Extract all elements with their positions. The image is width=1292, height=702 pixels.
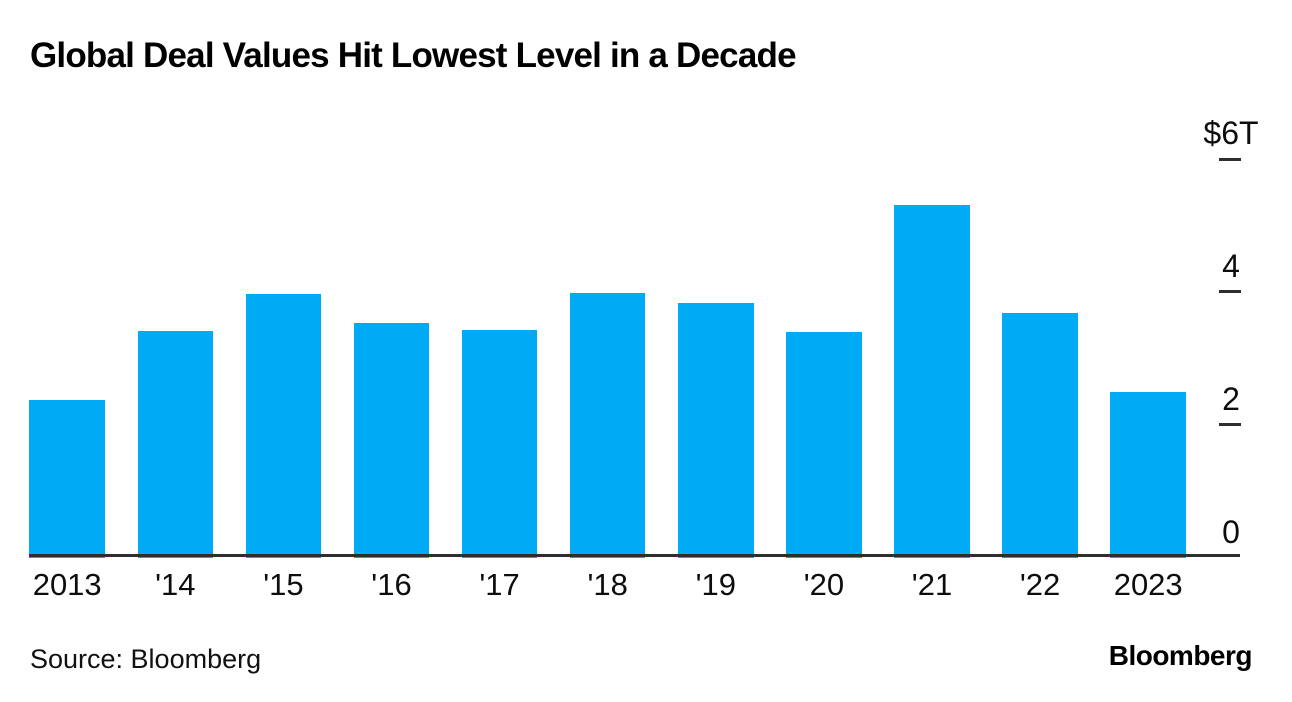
- x-label-16: '16: [371, 567, 412, 602]
- y-tick-label-0: 0: [1222, 513, 1240, 550]
- y-tick-dash-4: [1219, 290, 1241, 294]
- x-label-18: '18: [587, 567, 628, 602]
- bar-2013: [29, 400, 105, 559]
- bar-2023: [1110, 392, 1186, 559]
- y-tick-label-2: 2: [1222, 380, 1240, 417]
- chart-title: Global Deal Values Hit Lowest Level in a…: [30, 36, 797, 75]
- bar-22: [1002, 313, 1078, 559]
- bar-15: [245, 293, 322, 559]
- bar-19: [678, 303, 754, 559]
- x-label-22: '22: [1019, 567, 1061, 602]
- y-tick-label-6: $6T: [1203, 115, 1259, 152]
- x-label-14: '14: [155, 567, 196, 602]
- x-label-21: '21: [911, 567, 953, 602]
- x-label-19: '19: [695, 567, 736, 602]
- x-axis-line: [29, 553, 1240, 557]
- bar-20: [786, 331, 862, 559]
- x-label-2013: 2013: [32, 567, 102, 602]
- bar-21: [894, 204, 970, 559]
- bar-17: [461, 329, 538, 559]
- x-label-20: '20: [803, 567, 845, 602]
- source-note: Source: Bloomberg: [30, 644, 262, 674]
- x-label-2023: 2023: [1113, 567, 1183, 602]
- bar-18: [569, 293, 646, 559]
- y-tick-dash-2: [1219, 423, 1241, 427]
- y-tick-label-4: 4: [1222, 247, 1240, 284]
- x-label-15: '15: [263, 567, 304, 602]
- bar-14: [137, 331, 214, 559]
- bar-16: [353, 323, 430, 559]
- bloomberg-logo: Bloomberg: [1108, 640, 1253, 671]
- y-tick-dash-6: [1219, 157, 1241, 161]
- x-label-17: '17: [479, 567, 520, 602]
